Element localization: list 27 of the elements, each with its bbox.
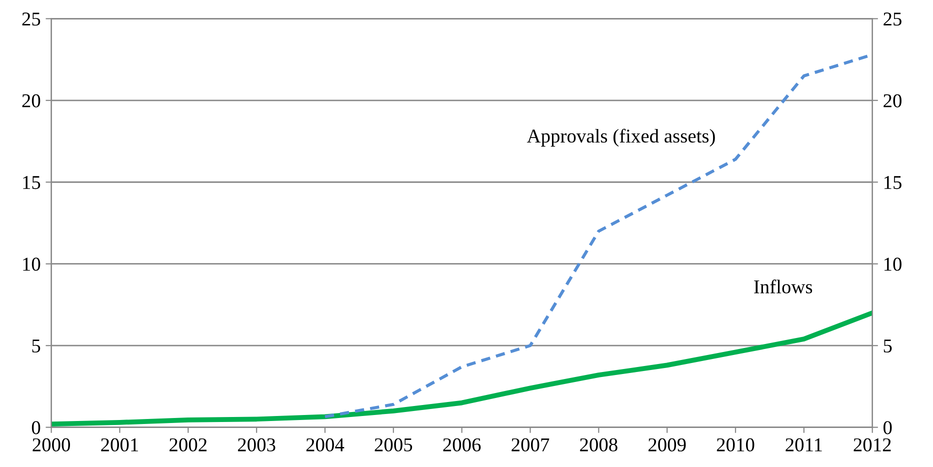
y2-tick-label: 0	[884, 421, 892, 434]
y2-tick-label: 15	[884, 176, 902, 190]
y-tick-label: 15	[23, 176, 40, 190]
x-tick-label: 2003	[238, 438, 276, 452]
x-tick-label: 2007	[512, 438, 550, 452]
x-tick-label: 2008	[580, 438, 618, 452]
y-tick-label: 20	[22, 94, 40, 108]
y2-tick-label: 25	[884, 12, 902, 26]
x-tick-label: 2010	[716, 438, 754, 452]
y-tick-label: 0	[32, 421, 40, 434]
x-tick-label: 2006	[443, 438, 481, 452]
x-tick-label: 2000	[32, 438, 70, 452]
y2-tick-label: 10	[884, 258, 902, 271]
series-label: Approvals (fixed assets)	[526, 128, 715, 147]
y-tick-label: 10	[23, 258, 40, 271]
text: Inflows	[754, 280, 812, 294]
x-tick-label: 2005	[374, 438, 412, 452]
y-tick-label: 25	[22, 12, 40, 26]
x-tick-label: 2002	[170, 438, 207, 452]
y-tick-label: 5	[32, 340, 40, 353]
x-tick-label: 2012	[854, 438, 891, 452]
x-tick-label: 2004	[306, 438, 344, 452]
y2-tick-label: 5	[884, 340, 892, 353]
x-tick-label: 2011	[786, 438, 822, 452]
x-tick-label: 2001	[101, 438, 138, 452]
y2-tick-label: 20	[884, 94, 902, 108]
x-tick-label: 2009	[648, 438, 686, 452]
